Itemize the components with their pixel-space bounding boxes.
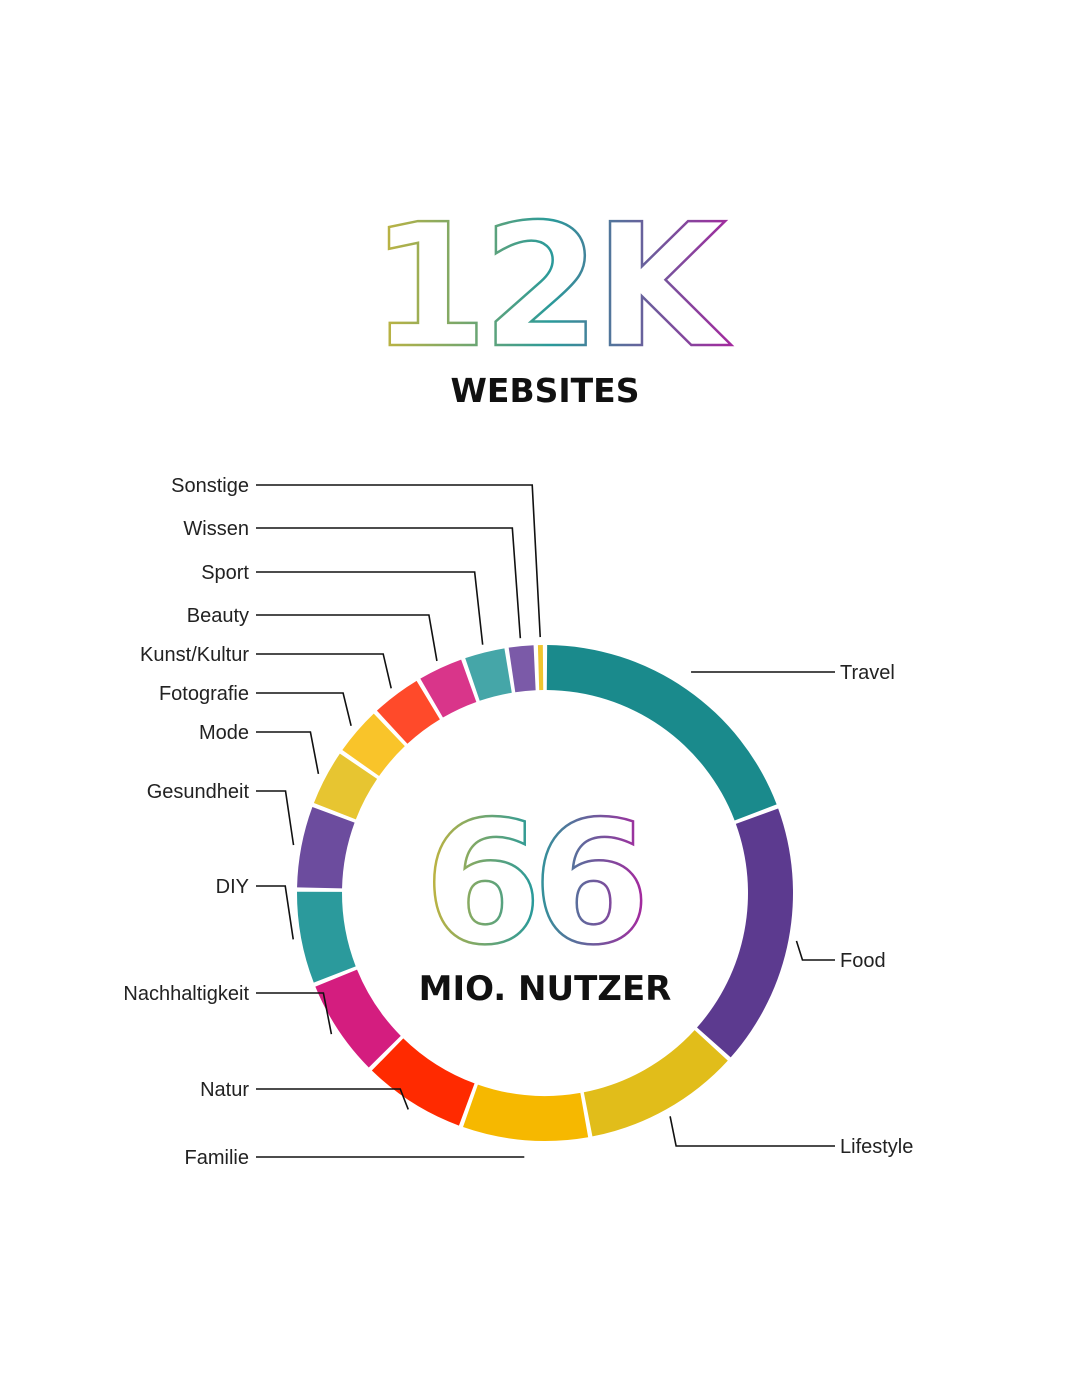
- label-leader-lines: [256, 484, 835, 1158]
- label-nachhaltigkeit: Nachhaltigkeit: [123, 983, 249, 1005]
- leader-fotografie: [256, 692, 352, 727]
- leader-sonstige: [256, 484, 542, 638]
- label-beauty: Beauty: [187, 605, 249, 627]
- slice-fotografie: [342, 713, 405, 776]
- label-sonstige: Sonstige: [171, 475, 249, 497]
- label-sport: Sport: [201, 562, 249, 584]
- headline-caption: WEBSITES: [451, 371, 640, 410]
- slice-wissen: [508, 645, 536, 693]
- slice-familie: [463, 1084, 589, 1141]
- center-value: 66: [424, 785, 642, 983]
- label-gesundheit: Gesundheit: [147, 781, 250, 803]
- slice-sonstige: [537, 645, 544, 691]
- leader-natur: [256, 1088, 409, 1110]
- slice-gesundheit: [297, 807, 355, 889]
- label-travel: Travel: [840, 662, 895, 684]
- leader-diy: [256, 885, 295, 940]
- slice-kunst-kultur: [376, 680, 440, 744]
- donut-chart: [296, 645, 793, 1141]
- slice-lifestyle: [583, 1030, 728, 1137]
- slice-sport: [465, 648, 512, 701]
- leader-kunst-kultur: [256, 653, 392, 689]
- label-diy: DIY: [216, 876, 249, 898]
- label-natur: Natur: [200, 1079, 249, 1101]
- label-food: Food: [840, 950, 886, 972]
- leader-beauty: [256, 614, 438, 662]
- slice-travel: [546, 645, 777, 821]
- center-caption: MIO. NUTZER: [419, 969, 672, 1009]
- slice-beauty: [420, 659, 477, 718]
- slice-mode: [313, 753, 378, 820]
- leader-sport: [256, 571, 484, 645]
- slice-diy: [296, 891, 356, 983]
- label-mode: Mode: [199, 722, 249, 744]
- label-familie: Familie: [185, 1147, 249, 1169]
- leader-wissen: [256, 527, 522, 639]
- leader-food: [795, 940, 835, 961]
- leader-nachhaltigkeit: [256, 992, 333, 1035]
- label-wissen: Wissen: [183, 518, 249, 540]
- label-lifestyle: Lifestyle: [840, 1136, 913, 1158]
- leader-mode: [256, 731, 320, 774]
- leader-lifestyle: [669, 1116, 835, 1147]
- slice-nachhaltigkeit: [315, 969, 401, 1068]
- label-kunst-kultur: Kunst/Kultur: [140, 644, 249, 666]
- headline-value: 12K: [370, 188, 732, 386]
- label-fotografie: Fotografie: [159, 683, 249, 705]
- category-labels: Travel Food Lifestyle Familie Natur Nachhalti…: [123, 475, 913, 1169]
- slice-natur: [371, 1038, 475, 1126]
- leader-gesundheit: [256, 790, 295, 846]
- slice-food: [697, 808, 793, 1058]
